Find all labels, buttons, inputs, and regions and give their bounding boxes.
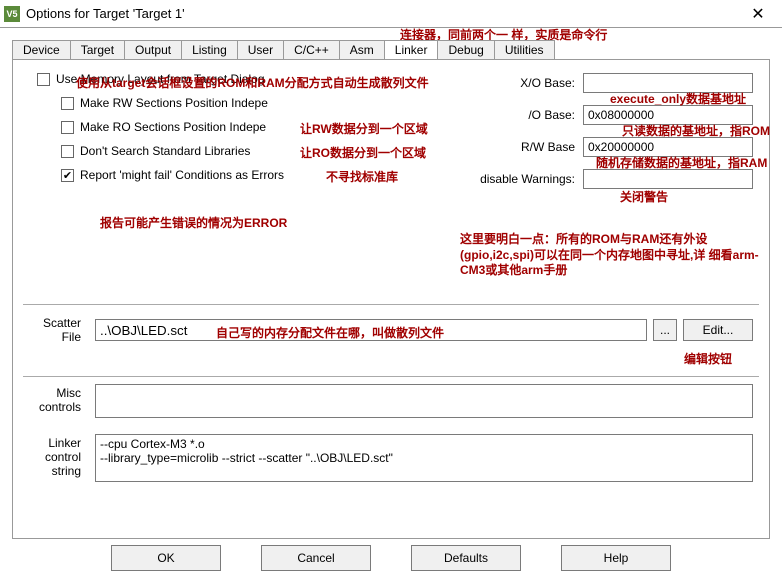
app-icon: V5 — [4, 6, 20, 22]
dialog-buttons: OK Cancel Defaults Help — [0, 545, 782, 571]
input-disable-warnings[interactable] — [583, 169, 753, 189]
close-button[interactable]: ✕ — [738, 0, 778, 28]
input-xo-base[interactable] — [583, 73, 753, 93]
tab-output[interactable]: Output — [124, 40, 182, 59]
tab-target[interactable]: Target — [70, 40, 125, 59]
tab-debug[interactable]: Debug — [437, 40, 494, 59]
tab-utilities[interactable]: Utilities — [494, 40, 555, 59]
lbl-xo-base: X/O Base: — [465, 76, 575, 90]
tab-cc[interactable]: C/C++ — [283, 40, 340, 59]
lbl-report-might-fail: Report 'might fail' Conditions as Errors — [80, 168, 284, 182]
lbl-ro-base: /O Base: — [465, 108, 575, 122]
cb-dont-search[interactable] — [61, 145, 74, 158]
lbl-ctrl-string: Linker control string — [29, 434, 89, 482]
lbl-make-rw-pi: Make RW Sections Position Indepe — [80, 96, 268, 110]
linker-panel: Use Memory Layout from Target Dialog Mak… — [12, 59, 770, 539]
edit-scatter-button[interactable]: Edit... — [683, 319, 753, 341]
cb-report-might-fail[interactable]: ✔ — [61, 169, 74, 182]
cancel-button[interactable]: Cancel — [261, 545, 371, 571]
textarea-misc-controls[interactable] — [95, 384, 753, 418]
lbl-dont-search: Don't Search Standard Libraries — [80, 144, 250, 158]
lbl-misc: Misc controls — [29, 384, 89, 418]
input-ro-base[interactable] — [583, 105, 753, 125]
tab-user[interactable]: User — [237, 40, 284, 59]
lbl-disable-warnings: disable Warnings: — [465, 172, 575, 186]
defaults-button[interactable]: Defaults — [411, 545, 521, 571]
lbl-make-ro-pi: Make RO Sections Position Indepe — [80, 120, 266, 134]
textarea-linker-control-string: --cpu Cortex-M3 *.o --library_type=micro… — [95, 434, 753, 482]
tab-listing[interactable]: Listing — [181, 40, 238, 59]
scatter-row: Scatter File ... Edit... — [29, 316, 753, 344]
ok-button[interactable]: OK — [111, 545, 221, 571]
help-button[interactable]: Help — [561, 545, 671, 571]
tab-linker[interactable]: Linker — [384, 40, 439, 59]
browse-scatter-button[interactable]: ... — [653, 319, 677, 341]
cb-make-rw-pi[interactable] — [61, 97, 74, 110]
cb-make-ro-pi[interactable] — [61, 121, 74, 134]
base-addresses: X/O Base: /O Base: R/W Base disable Warn… — [433, 70, 753, 192]
input-scatter-file[interactable] — [95, 319, 647, 341]
tab-bar: DeviceTargetOutputListingUserC/C++AsmLin… — [0, 28, 782, 59]
window-title: Options for Target 'Target 1' — [26, 6, 738, 21]
left-options: Use Memory Layout from Target Dialog Mak… — [37, 66, 417, 188]
input-rw-base[interactable] — [583, 137, 753, 157]
titlebar: V5 Options for Target 'Target 1' ✕ — [0, 0, 782, 28]
lbl-use-mem-layout: Use Memory Layout from Target Dialog — [56, 72, 265, 86]
lbl-rw-base: R/W Base — [465, 140, 575, 154]
cb-use-mem-layout[interactable] — [37, 73, 50, 86]
tab-asm[interactable]: Asm — [339, 40, 385, 59]
tab-device[interactable]: Device — [12, 40, 71, 59]
lbl-scatter: Scatter File — [29, 316, 89, 344]
